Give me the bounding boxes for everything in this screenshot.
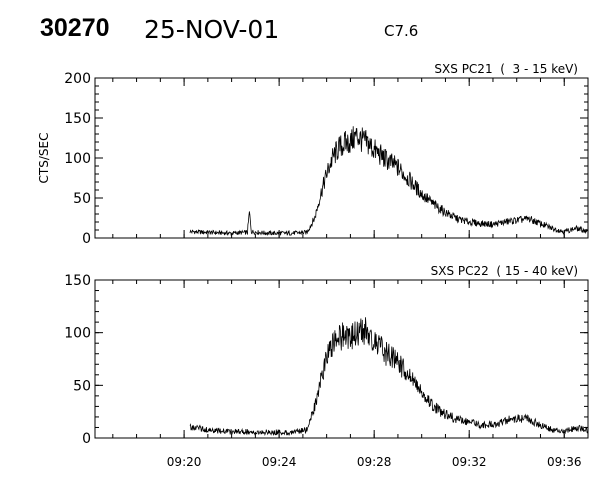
flare-class: C7.6 [384, 22, 419, 40]
panel-pc21: SXS PC21 ( 3 - 15 keV) CTS/SEC 0 50 100 150 20… [37, 62, 589, 247]
channel-label: SXS PC21 ( 3 - 15 keV) [434, 62, 578, 76]
plot-frame [94, 77, 589, 239]
event-id: 30270 [40, 14, 110, 42]
x-tick-label: 09:24 [262, 455, 297, 469]
y-tick-label: 50 [73, 191, 91, 207]
x-tick-label: 09:36 [547, 455, 582, 469]
y-tick-label: 150 [64, 111, 91, 127]
series-line [189, 317, 589, 437]
data-point [516, 417, 517, 418]
y-tick-label: 100 [64, 151, 91, 167]
event-date: 25-NOV-01 [144, 15, 280, 44]
panel-pc22: SXS PC22 ( 15 - 40 keV) 0 50 100 150 09:20 09:… [64, 264, 589, 469]
y-tick-label: 200 [64, 71, 91, 87]
channel-label: SXS PC22 ( 15 - 40 keV) [431, 264, 578, 278]
x-tick-label: 09:32 [452, 455, 487, 469]
y-tick-label: 0 [82, 231, 91, 247]
y-tick-label: 100 [64, 326, 91, 342]
data-point [433, 406, 434, 407]
x-tick-label: 09:28 [357, 455, 392, 469]
y-tick-label: 150 [64, 273, 91, 289]
y-tick-label: 50 [73, 378, 91, 394]
y-axis-label: CTS/SEC [37, 133, 51, 184]
x-tick-label: 09:20 [167, 455, 202, 469]
y-tick-label: 0 [82, 431, 91, 447]
plot-frame [94, 279, 589, 439]
series-line [189, 126, 589, 237]
